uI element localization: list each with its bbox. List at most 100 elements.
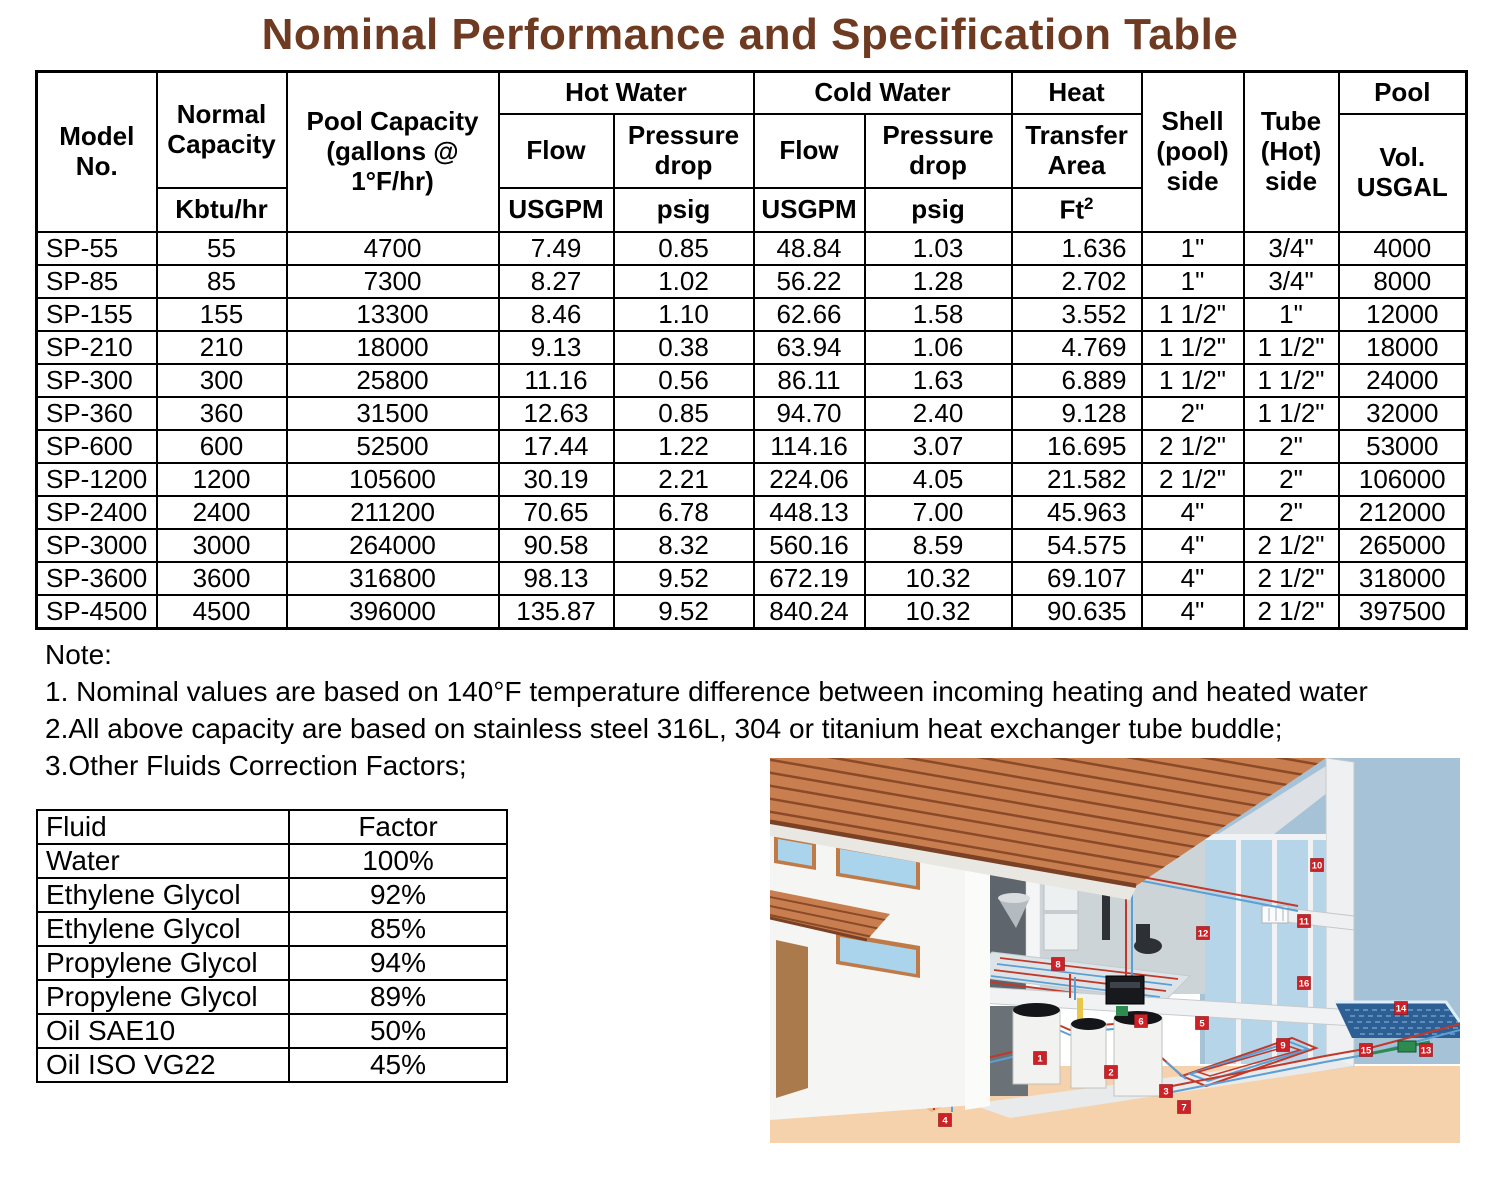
cell: 0.85 xyxy=(612,396,755,431)
fluid-factor: 100% xyxy=(288,843,508,879)
balcony xyxy=(1261,905,1355,931)
cell: 6.889 xyxy=(1010,363,1143,398)
col-header-transfer-area: Transfer Area xyxy=(1010,113,1143,189)
fluid-name: Water xyxy=(36,843,290,879)
cell: 56.22 xyxy=(752,264,866,299)
col-group-cold-water: Cold Water xyxy=(752,70,1013,115)
table-row: SP-3600 3600 316800 98.13 9.52 672.19 10.32 69.… xyxy=(35,561,1468,596)
svg-text:15: 15 xyxy=(1361,1046,1372,1057)
cell: 24000 xyxy=(1337,363,1468,398)
col-header-normal-capacity: Normal Capacity xyxy=(155,70,288,189)
col-unit-ft2: Ft2 xyxy=(1010,187,1143,233)
cell: 2" xyxy=(1242,495,1340,530)
cell: 9.13 xyxy=(497,330,615,365)
cell-model: SP-1200 xyxy=(35,462,158,497)
table-row: SP-55 55 4700 7.49 0.85 48.84 1.03 1.636 1" 3/4" 4… xyxy=(35,231,1468,266)
cell: 62.66 xyxy=(752,297,866,332)
cell: 155 xyxy=(155,297,288,332)
fluid-factor: 94% xyxy=(288,945,508,981)
note-item: 1. Nominal values are based on 140°F tem… xyxy=(45,676,1368,707)
cell: 6.78 xyxy=(612,495,755,530)
cell: 2 1/2" xyxy=(1140,429,1245,464)
fluid-col-header: Fluid xyxy=(36,809,290,845)
fluid-factor-table-container: Fluid Factor Water 100% Ethylene Glycol 92… xyxy=(36,809,508,1083)
buffer-tanks xyxy=(1012,975,1163,1097)
cell-model: SP-2400 xyxy=(35,495,158,530)
cell: 560.16 xyxy=(752,528,866,563)
window xyxy=(774,834,816,870)
cell: 360 xyxy=(155,396,288,431)
svg-text:4: 4 xyxy=(942,1116,948,1127)
cell: 55 xyxy=(155,231,288,266)
fluid-factor: 45% xyxy=(288,1047,508,1083)
svg-text:13: 13 xyxy=(1421,1046,1432,1057)
cell: 2400 xyxy=(155,495,288,530)
cell-model: SP-600 xyxy=(35,429,158,464)
cell: 1.03 xyxy=(863,231,1013,266)
cell: 2.40 xyxy=(863,396,1013,431)
factor-col-header: Factor xyxy=(288,809,508,845)
fluid-name: Oil SAE10 xyxy=(36,1013,290,1049)
ft-unit-sup: 2 xyxy=(1084,194,1094,214)
cell: 300 xyxy=(155,363,288,398)
svg-text:8: 8 xyxy=(1055,960,1060,971)
fluid-row: Propylene Glycol 89% xyxy=(36,979,508,1015)
svg-text:14: 14 xyxy=(1396,1004,1407,1015)
cell-model: SP-3600 xyxy=(35,561,158,596)
cell: 9.52 xyxy=(612,561,755,596)
cell: 1.28 xyxy=(863,264,1013,299)
cell: 90.635 xyxy=(1010,594,1143,630)
valve-strip xyxy=(1077,998,1083,1020)
cell: 7.49 xyxy=(497,231,615,266)
col-header-pool: Pool xyxy=(1337,70,1468,115)
cell: 1 1/2" xyxy=(1242,363,1340,398)
tank xyxy=(1113,1011,1163,1097)
cell: 0.85 xyxy=(612,231,755,266)
cell-model: SP-4500 xyxy=(35,594,158,630)
callout-6: 6 xyxy=(1134,1014,1148,1028)
cell: 1" xyxy=(1242,297,1340,332)
cell: 210 xyxy=(155,330,288,365)
cell: 3/4" xyxy=(1242,231,1340,266)
cell-model: SP-85 xyxy=(35,264,158,299)
callout-5: 5 xyxy=(1195,1016,1209,1030)
col-header-shell-side: Shell (pool) side xyxy=(1140,70,1245,233)
cell: 63.94 xyxy=(752,330,866,365)
notes-label: Note: xyxy=(45,639,112,670)
fluid-factor-table: Fluid Factor Water 100% Ethylene Glycol 92… xyxy=(36,809,508,1083)
cell: 1.10 xyxy=(612,297,755,332)
col-header-cold-pressure-drop: Pressure drop xyxy=(863,113,1013,189)
cell: 4500 xyxy=(155,594,288,630)
svg-text:9: 9 xyxy=(1280,1041,1285,1052)
fluid-name: Ethylene Glycol xyxy=(36,877,290,913)
cell: 90.58 xyxy=(497,528,615,563)
cell: 3600 xyxy=(155,561,288,596)
cell: 4.769 xyxy=(1010,330,1143,365)
cell: 318000 xyxy=(1337,561,1468,596)
col-unit-hot-usgpm: USGPM xyxy=(497,187,615,233)
note-item: 2.All above capacity are based on stainl… xyxy=(45,713,1283,744)
svg-text:7: 7 xyxy=(1181,1103,1186,1114)
table-row: SP-210 210 18000 9.13 0.38 63.94 1.06 4.769 1 1/… xyxy=(35,330,1468,365)
cell-model: SP-210 xyxy=(35,330,158,365)
col-header-heat: Heat xyxy=(1010,70,1143,115)
callout-13: 13 xyxy=(1419,1043,1433,1057)
table-row: SP-600 600 52500 17.44 1.22 114.16 3.07 16.695 2… xyxy=(35,429,1468,464)
svg-text:10: 10 xyxy=(1312,861,1323,872)
cell: 9.52 xyxy=(612,594,755,630)
fluid-row: Ethylene Glycol 92% xyxy=(36,877,508,913)
cell: 1.22 xyxy=(612,429,755,464)
cell: 1" xyxy=(1140,231,1245,266)
svg-text:6: 6 xyxy=(1138,1017,1143,1028)
fluid-factor: 89% xyxy=(288,979,508,1015)
cell: 2.702 xyxy=(1010,264,1143,299)
fluid-name: Ethylene Glycol xyxy=(36,911,290,947)
cell-model: SP-155 xyxy=(35,297,158,332)
col-unit-cold-usgpm: USGPM xyxy=(752,187,866,233)
controller xyxy=(1105,975,1145,1005)
cell: 4" xyxy=(1140,528,1245,563)
fluid-name: Propylene Glycol xyxy=(36,945,290,981)
tank xyxy=(1070,1018,1107,1089)
corner-column xyxy=(965,856,990,1110)
svg-text:16: 16 xyxy=(1299,979,1310,990)
